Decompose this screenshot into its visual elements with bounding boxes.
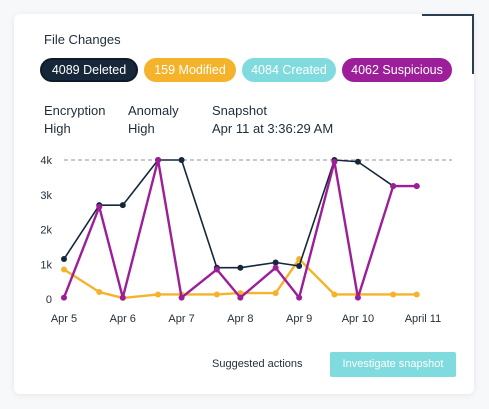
anomaly-label: Anomaly — [128, 103, 179, 118]
modified-data-point — [272, 290, 279, 297]
suspicious-data-point — [272, 264, 279, 271]
modified-data-point — [61, 266, 67, 273]
created-badge[interactable]: 4084 Created — [242, 58, 336, 82]
y-tick-label: 3k — [40, 190, 52, 202]
modified-data-point — [155, 291, 162, 298]
deleted-data-point — [119, 202, 126, 209]
snapshot-meta: Snapshot Apr 11 at 3:36:29 AM — [212, 102, 333, 138]
suggested-actions-label: Suggested actions — [212, 358, 303, 370]
anomaly-value: High — [128, 121, 155, 136]
x-tick-label: April 11 — [405, 313, 441, 325]
suspicious-series-line — [62, 158, 417, 299]
y-tick-label: 4k — [40, 155, 52, 167]
card-title: File Changes — [44, 32, 121, 47]
deleted-series-line — [63, 159, 417, 269]
deleted-data-point — [354, 158, 361, 165]
anomaly-meta: Anomaly High — [128, 102, 179, 138]
encryption-meta: Encryption High — [44, 102, 105, 138]
deleted-data-point — [178, 157, 185, 163]
suspicious-data-point — [413, 183, 420, 190]
suspicious-data-point — [96, 203, 103, 210]
y-tick-label: 0 — [46, 294, 52, 306]
deleted-data-point — [237, 264, 244, 271]
x-tick-label: Apr 10 — [342, 313, 374, 325]
encryption-value: High — [44, 121, 71, 136]
investigate-snapshot-button[interactable]: Investigate snapshot — [330, 352, 456, 377]
deleted-data-point — [61, 256, 67, 263]
modified-data-point — [413, 291, 420, 298]
snapshot-value: Apr 11 at 3:36:29 AM — [212, 121, 334, 136]
modified-data-point — [213, 291, 220, 298]
suspicious-badge[interactable]: 4062 Suspicious — [342, 58, 452, 82]
deleted-data-point — [272, 259, 279, 266]
encryption-label: Encryption — [44, 103, 106, 118]
suspicious-data-point — [119, 294, 126, 301]
y-tick-label: 2k — [40, 225, 52, 237]
deleted-badge[interactable]: 4089 Deleted — [40, 58, 138, 82]
suspicious-data-point — [331, 158, 338, 165]
x-tick-label: Apr 8 — [227, 313, 253, 325]
suspicious-data-point — [178, 294, 185, 301]
suspicious-data-point — [390, 183, 397, 190]
suspicious-data-point — [61, 294, 67, 301]
suspicious-data-point — [237, 294, 244, 301]
modified-data-point — [96, 289, 103, 296]
suspicious-data-point — [213, 266, 220, 273]
modified-data-point — [390, 291, 397, 298]
corner-accent-top — [422, 14, 474, 16]
suspicious-data-point — [354, 294, 361, 301]
deleted-data-point — [296, 262, 303, 269]
corner-accent-right — [472, 14, 474, 74]
modified-badge[interactable]: 159 Modified — [144, 58, 236, 82]
x-tick-label: Apr 9 — [286, 313, 312, 325]
modified-data-point — [331, 291, 338, 298]
snapshot-label: Snapshot — [212, 103, 267, 118]
x-tick-label: Apr 6 — [110, 313, 136, 325]
x-tick-label: Apr 5 — [51, 313, 77, 325]
y-tick-label: 1k — [40, 259, 52, 271]
suspicious-data-point — [296, 294, 303, 301]
x-tick-label: Apr 7 — [168, 313, 194, 325]
suspicious-data-point — [155, 157, 162, 163]
